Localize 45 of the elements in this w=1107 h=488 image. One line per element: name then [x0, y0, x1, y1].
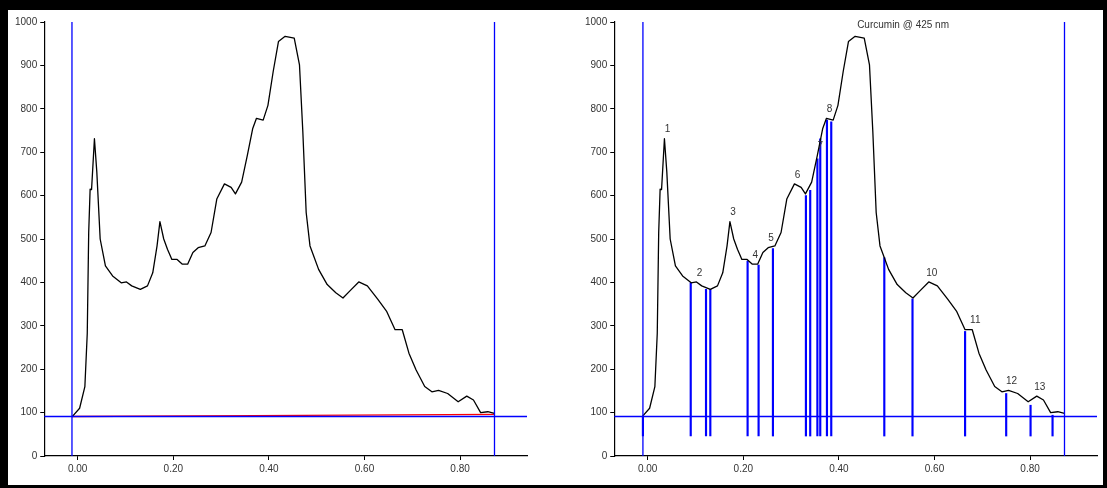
annotation: 5	[768, 232, 775, 244]
y-tick-label: 900	[590, 59, 608, 71]
x-tick-label: 0.40	[829, 462, 850, 474]
x-tick-label: 0.00	[67, 462, 88, 474]
y-tick-label: 700	[590, 145, 608, 157]
x-tick-label: 0.60	[924, 462, 945, 474]
y-tick-label: 900	[20, 59, 38, 71]
y-tick-label: 800	[590, 102, 608, 114]
y-tick-label: 500	[590, 232, 608, 244]
y-tick-label: 1000	[585, 15, 608, 27]
annotation: Curcumin @ 425 nm	[857, 19, 949, 31]
annotation: 12	[1006, 375, 1018, 387]
annotation: 8	[826, 103, 833, 115]
y-tick-label: 100	[20, 406, 38, 418]
x-tick-label: 0.40	[259, 462, 280, 474]
y-tick-label: 200	[20, 362, 38, 374]
y-tick-label: 0	[601, 449, 608, 461]
y-tick-label: 400	[20, 276, 38, 288]
y-tick-label: 300	[590, 319, 608, 331]
y-tick-label: 500	[20, 232, 38, 244]
y-tick-label: 400	[590, 276, 608, 288]
x-tick-label: 0.80	[450, 462, 471, 474]
y-tick-label: 600	[590, 189, 608, 201]
annotation: 1	[664, 123, 671, 135]
annotation: 7	[817, 139, 824, 151]
x-tick-label: 0.00	[637, 462, 658, 474]
y-tick-label: 800	[20, 102, 38, 114]
y-tick-label: 200	[590, 362, 608, 374]
y-tick-label: 0	[31, 449, 38, 461]
y-tick-label: 1000	[15, 15, 38, 27]
annotation: 4	[752, 248, 759, 260]
annotation: 10	[926, 266, 938, 278]
annotation: 13	[1034, 380, 1046, 392]
y-tick-label: 300	[20, 319, 38, 331]
annotation: 2	[696, 266, 703, 278]
annotation: 6	[794, 168, 801, 180]
y-tick-label: 700	[20, 145, 38, 157]
annotation: 3	[730, 206, 737, 218]
x-tick-label: 0.80	[1020, 462, 1041, 474]
x-tick-label: 0.20	[733, 462, 754, 474]
y-tick-label: 600	[20, 189, 38, 201]
y-tick-label: 100	[590, 406, 608, 418]
annotation: 11	[970, 314, 981, 326]
x-tick-label: 0.20	[163, 462, 184, 474]
x-tick-label: 0.60	[354, 462, 375, 474]
